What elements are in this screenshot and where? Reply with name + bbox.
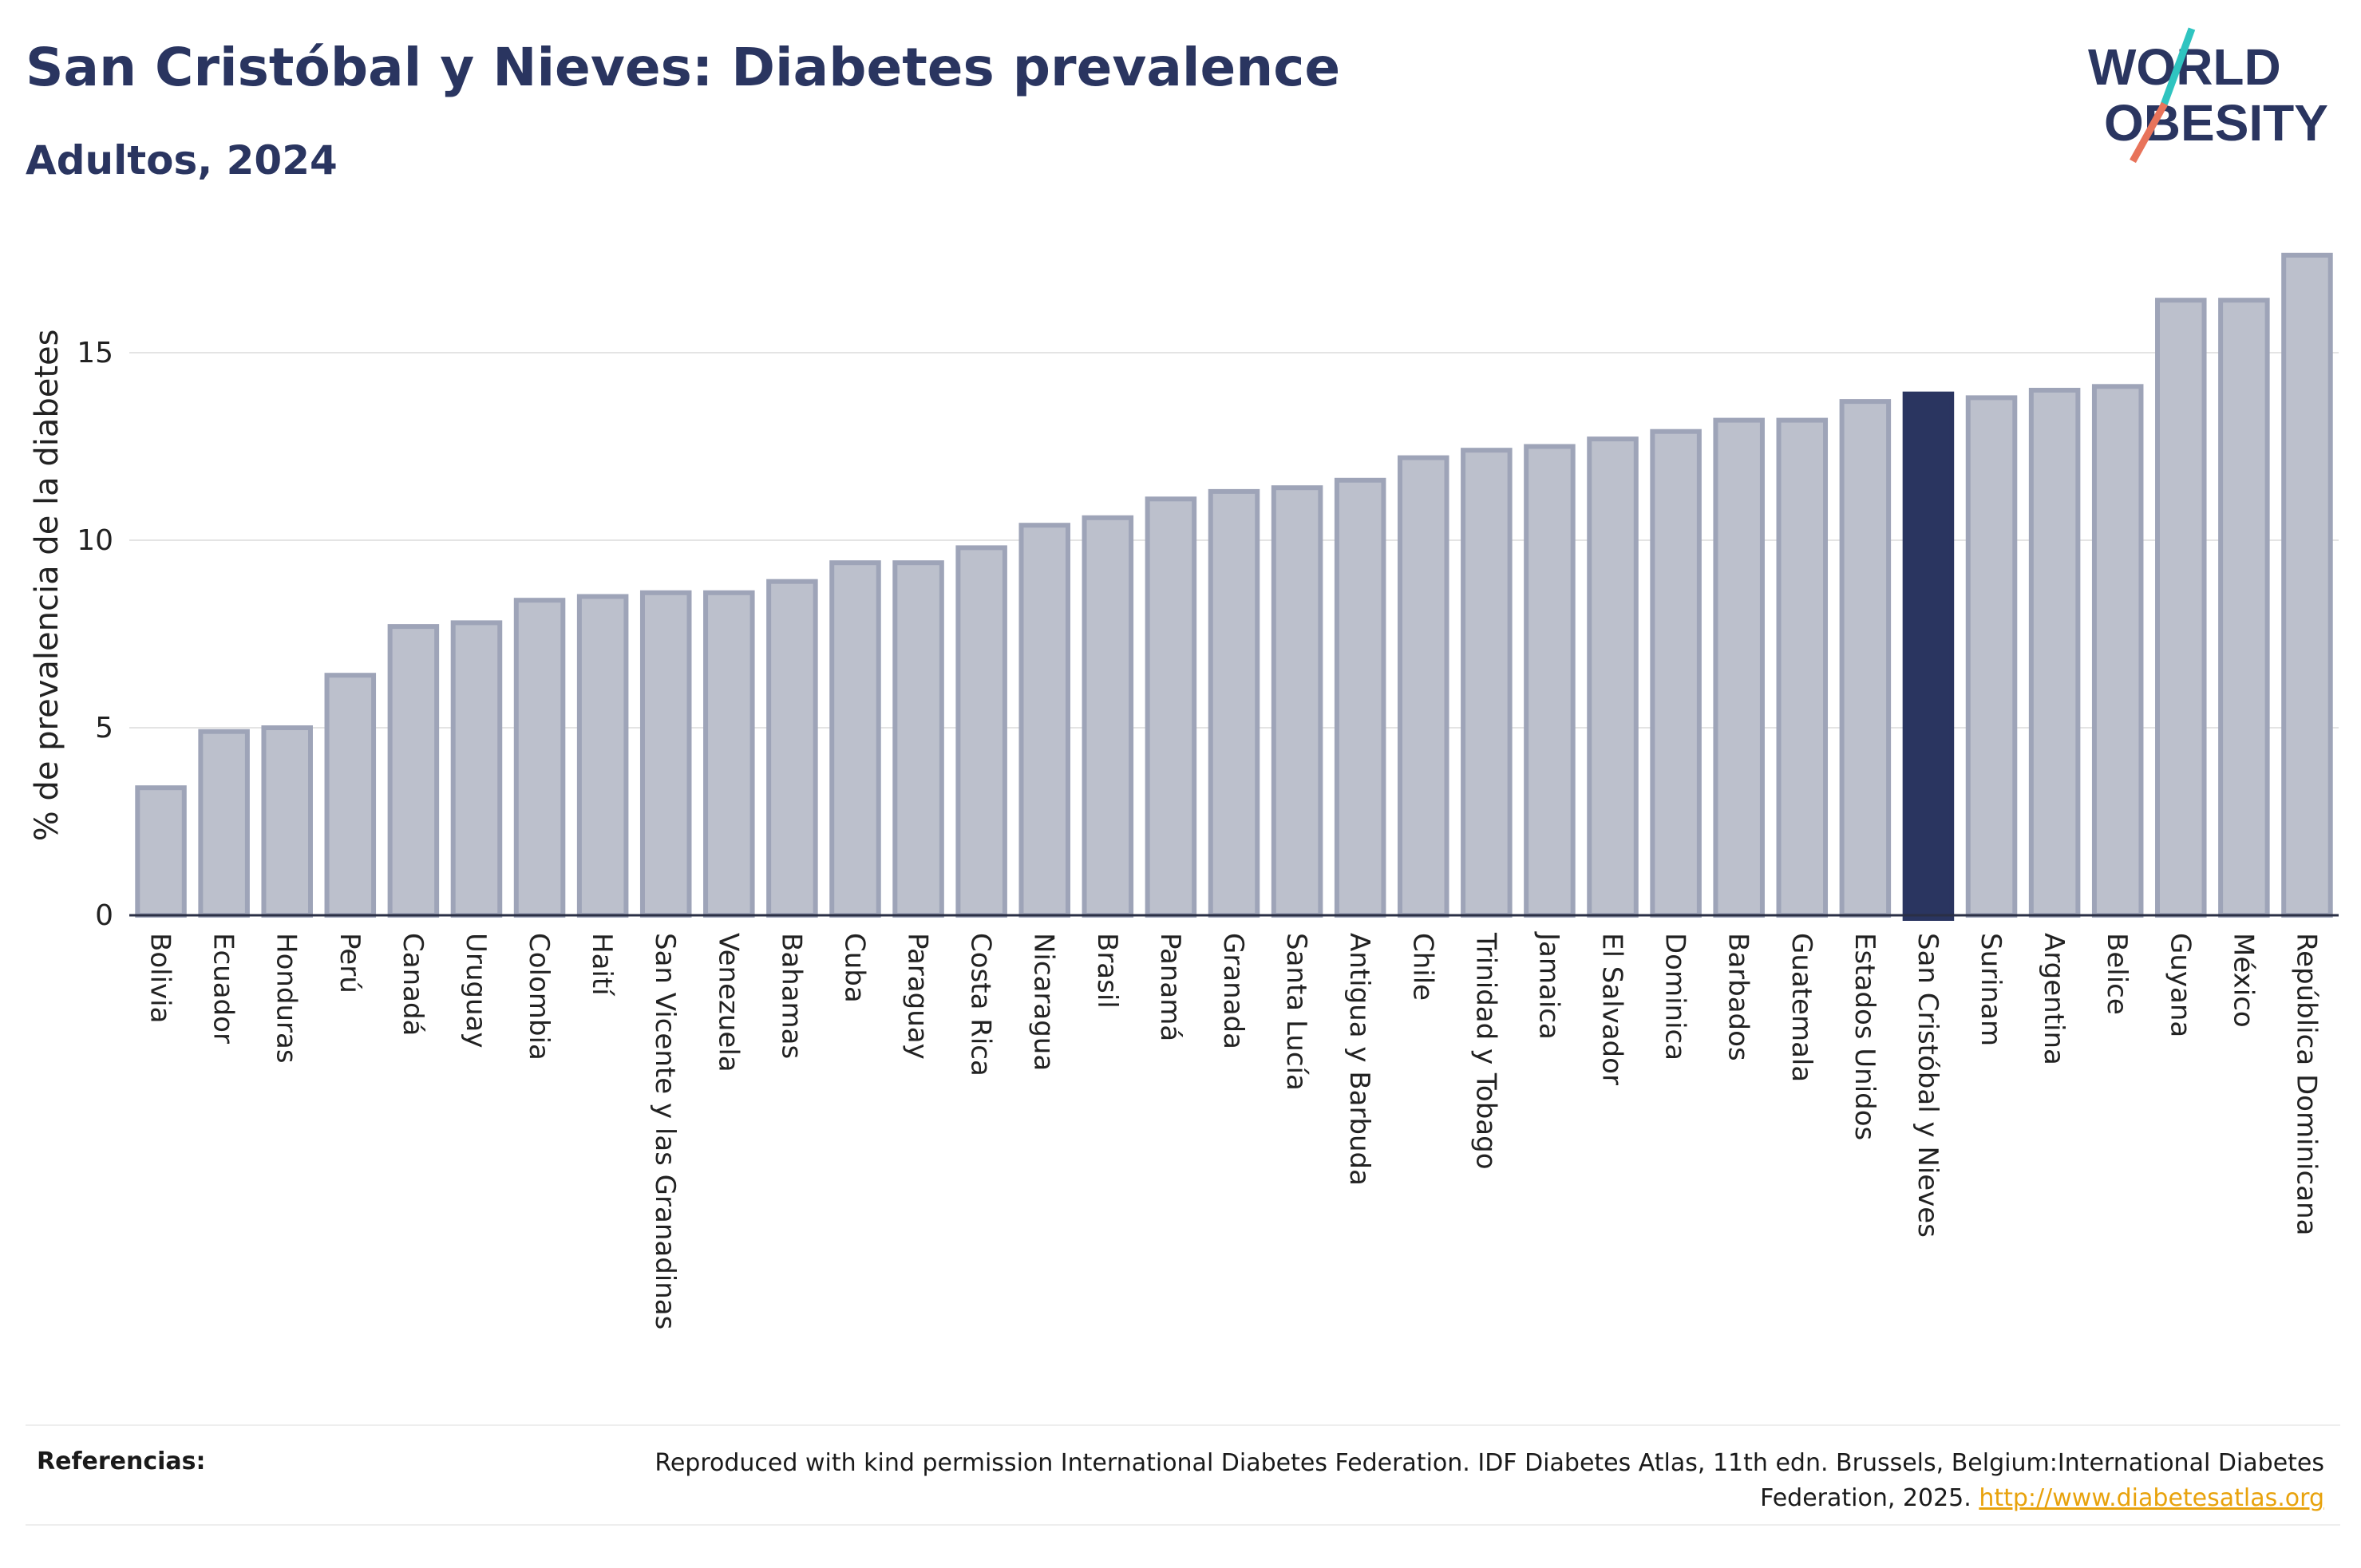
chart-subtitle: Adultos, 2024 — [26, 137, 338, 184]
x-tick-label: Jamaica — [1532, 931, 1564, 1040]
bar — [261, 725, 313, 918]
bar — [387, 624, 440, 918]
bar — [1650, 429, 1702, 918]
x-tick-label: Haití — [586, 933, 618, 997]
x-tick-label: Perú — [334, 933, 366, 993]
x-tick-label: Barbados — [1722, 933, 1754, 1061]
bar — [1965, 395, 2018, 918]
bar — [1461, 448, 1513, 918]
x-tick-label: Dominica — [1659, 933, 1691, 1060]
x-tick-label: República Dominicana — [2290, 933, 2322, 1235]
bar — [1271, 485, 1323, 918]
y-tick-label: 10 — [77, 524, 113, 557]
bar-highlight — [1902, 391, 1955, 921]
y-tick-label: 15 — [77, 337, 113, 369]
bar — [1839, 399, 1892, 918]
y-tick-label: 5 — [95, 712, 113, 745]
bar — [639, 590, 692, 918]
x-tick-label: Nicaragua — [1028, 933, 1060, 1071]
logo-slash-coral — [2130, 101, 2168, 164]
bar — [2028, 388, 2081, 918]
world-obesity-logo: WORLD OBESITY — [2088, 27, 2328, 164]
bar — [2091, 384, 2144, 918]
bar — [892, 560, 944, 918]
x-tick-label: Estados Unidos — [1849, 933, 1880, 1140]
bar — [1334, 477, 1386, 918]
bar — [955, 545, 1007, 918]
bar — [1524, 444, 1576, 918]
x-tick-label: Bahamas — [775, 933, 807, 1059]
x-tick-label: Surinam — [1975, 933, 2007, 1046]
x-tick-label: San Cristóbal y Nieves — [1912, 933, 1944, 1238]
bar — [576, 594, 629, 918]
x-tick-label: Antigua y Barbuda — [1343, 933, 1375, 1186]
references-label: Referencias: — [37, 1448, 206, 1475]
bar — [135, 785, 187, 918]
x-tick-label: Uruguay — [460, 933, 492, 1049]
chart-title: San Cristóbal y Nieves: Diabetes prevale… — [26, 37, 1341, 98]
x-tick-label: Bolivia — [144, 933, 176, 1023]
x-tick-label: México — [2227, 933, 2259, 1028]
references-text: Reproduced with kind permission Internat… — [648, 1446, 2324, 1516]
bar — [1082, 515, 1134, 918]
y-axis-label: % de prevalencia de la diabetes — [29, 330, 65, 842]
x-tick-label: Honduras — [271, 933, 303, 1064]
x-tick-label: Argentina — [2038, 933, 2070, 1065]
bar — [2281, 252, 2333, 918]
bar — [766, 579, 818, 918]
bar-chart: 0 5 10 15 % de prevalencia de la diabetes Bol… — [29, 252, 2339, 1329]
x-tick-label: Chile — [1406, 933, 1438, 1001]
bar — [829, 560, 881, 918]
x-tick-label: San Vicente y las Granadinas — [649, 933, 681, 1329]
bar — [1145, 496, 1197, 918]
bar — [1018, 523, 1071, 918]
x-tick-label: Trinidad y Tobago — [1469, 932, 1501, 1170]
logo-slash-teal — [2159, 27, 2196, 109]
footer-divider-top — [26, 1424, 2340, 1426]
bar — [1397, 455, 1449, 918]
bar — [1208, 488, 1260, 918]
x-tick-label: Colombia — [523, 933, 555, 1060]
x-tick-label: Cuba — [838, 933, 870, 1003]
y-tick-label: 0 — [95, 899, 113, 932]
x-tick-label: Santa Lucía — [1280, 933, 1312, 1091]
bar — [198, 729, 250, 918]
x-tick-label: Guatemala — [1786, 933, 1817, 1082]
references-citation: Reproduced with kind permission Internat… — [655, 1449, 2324, 1512]
references-link[interactable]: http://www.diabetesatlas.org — [1979, 1484, 2324, 1512]
x-tick-label: Costa Rica — [965, 933, 997, 1076]
bar — [1713, 417, 1765, 918]
x-tick-label: Brasil — [1091, 933, 1123, 1009]
bar — [513, 598, 566, 918]
bar — [2155, 298, 2207, 918]
bar — [2218, 298, 2270, 918]
bar — [450, 620, 503, 918]
x-tick-label: Canadá — [397, 933, 429, 1036]
bar — [1776, 417, 1829, 918]
x-tick-label: Guyana — [2164, 933, 2196, 1037]
x-tick-label: Ecuador — [208, 933, 239, 1044]
x-tick-label: Granada — [1217, 933, 1249, 1049]
x-tick-label: El Salvador — [1596, 933, 1628, 1085]
x-tick-label: Belice — [2101, 933, 2133, 1015]
footer-divider-bottom — [26, 1524, 2340, 1526]
bar — [1587, 436, 1639, 918]
bar — [703, 590, 755, 918]
x-tick-label: Venezuela — [712, 933, 744, 1072]
x-tick-label: Paraguay — [902, 933, 934, 1060]
bar — [324, 673, 377, 918]
x-tick-label: Panamá — [1154, 933, 1186, 1041]
